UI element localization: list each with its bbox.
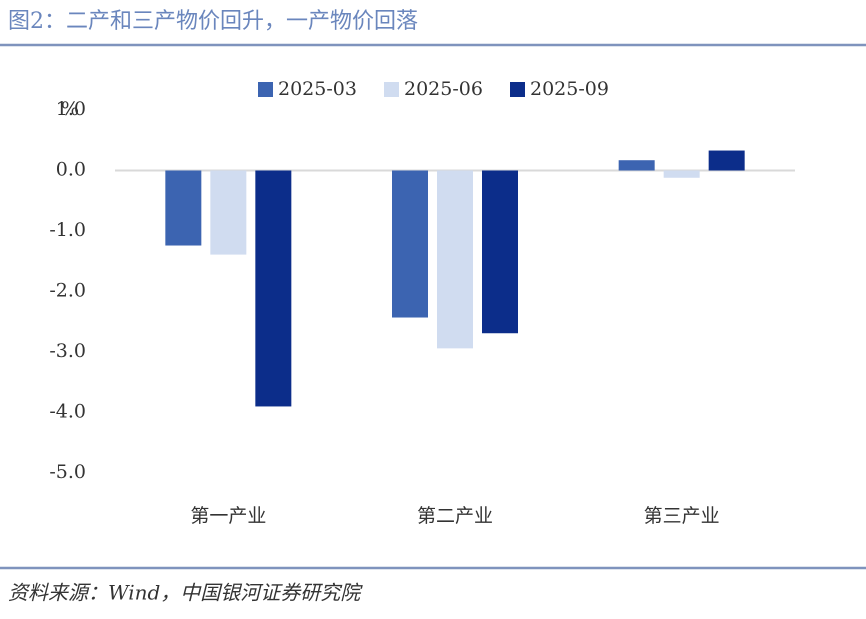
chart-title: 图2：二产和三产物价回升，一产物价回落 — [8, 9, 418, 34]
y-unit: % — [61, 98, 79, 120]
x-tick-label: 第一产业 — [190, 505, 266, 527]
legend-label: 2025-03 — [278, 78, 357, 100]
y-tick-label: -2.0 — [49, 280, 86, 302]
bar — [392, 170, 428, 318]
bar — [663, 170, 700, 178]
bar — [210, 170, 247, 255]
bar — [255, 170, 292, 407]
legend-swatch — [258, 82, 273, 97]
y-tick-label: -3.0 — [49, 340, 86, 362]
legend-label: 2025-09 — [530, 78, 609, 100]
x-tick-label: 第三产业 — [644, 505, 720, 527]
legend-swatch — [510, 82, 525, 97]
bar — [437, 170, 473, 349]
y-tick-label: -4.0 — [49, 401, 86, 423]
y-tick-label: -5.0 — [49, 461, 86, 483]
source-note: 资料来源：Wind，中国银河证券研究院 — [8, 581, 363, 605]
x-tick-label: 第二产业 — [417, 505, 493, 527]
y-tick-label: -1.0 — [49, 219, 86, 241]
y-tick-label: 1.0 — [56, 98, 86, 120]
bar — [165, 170, 202, 246]
legend-label: 2025-06 — [404, 78, 483, 100]
bar — [618, 160, 655, 171]
legend-swatch — [384, 82, 399, 97]
bar — [708, 150, 745, 171]
y-tick-label: 0.0 — [56, 159, 86, 181]
bar — [482, 170, 518, 334]
